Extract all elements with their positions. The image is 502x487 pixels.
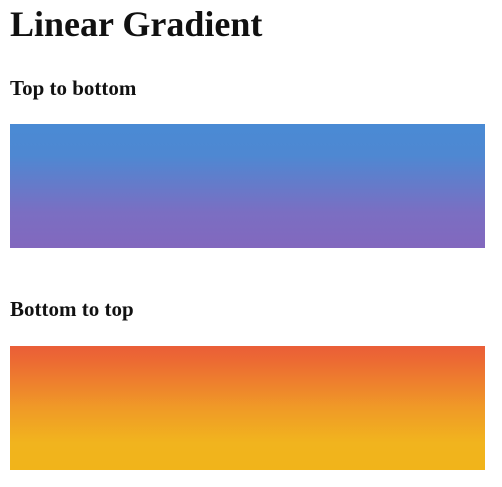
page-title: Linear Gradient [10,4,263,44]
section-heading-bottom-to-top: Bottom to top [10,297,134,321]
gradient-box-top-to-bottom [10,124,485,248]
section-heading-top-to-bottom: Top to bottom [10,76,137,100]
gradient-box-bottom-to-top [10,346,485,470]
